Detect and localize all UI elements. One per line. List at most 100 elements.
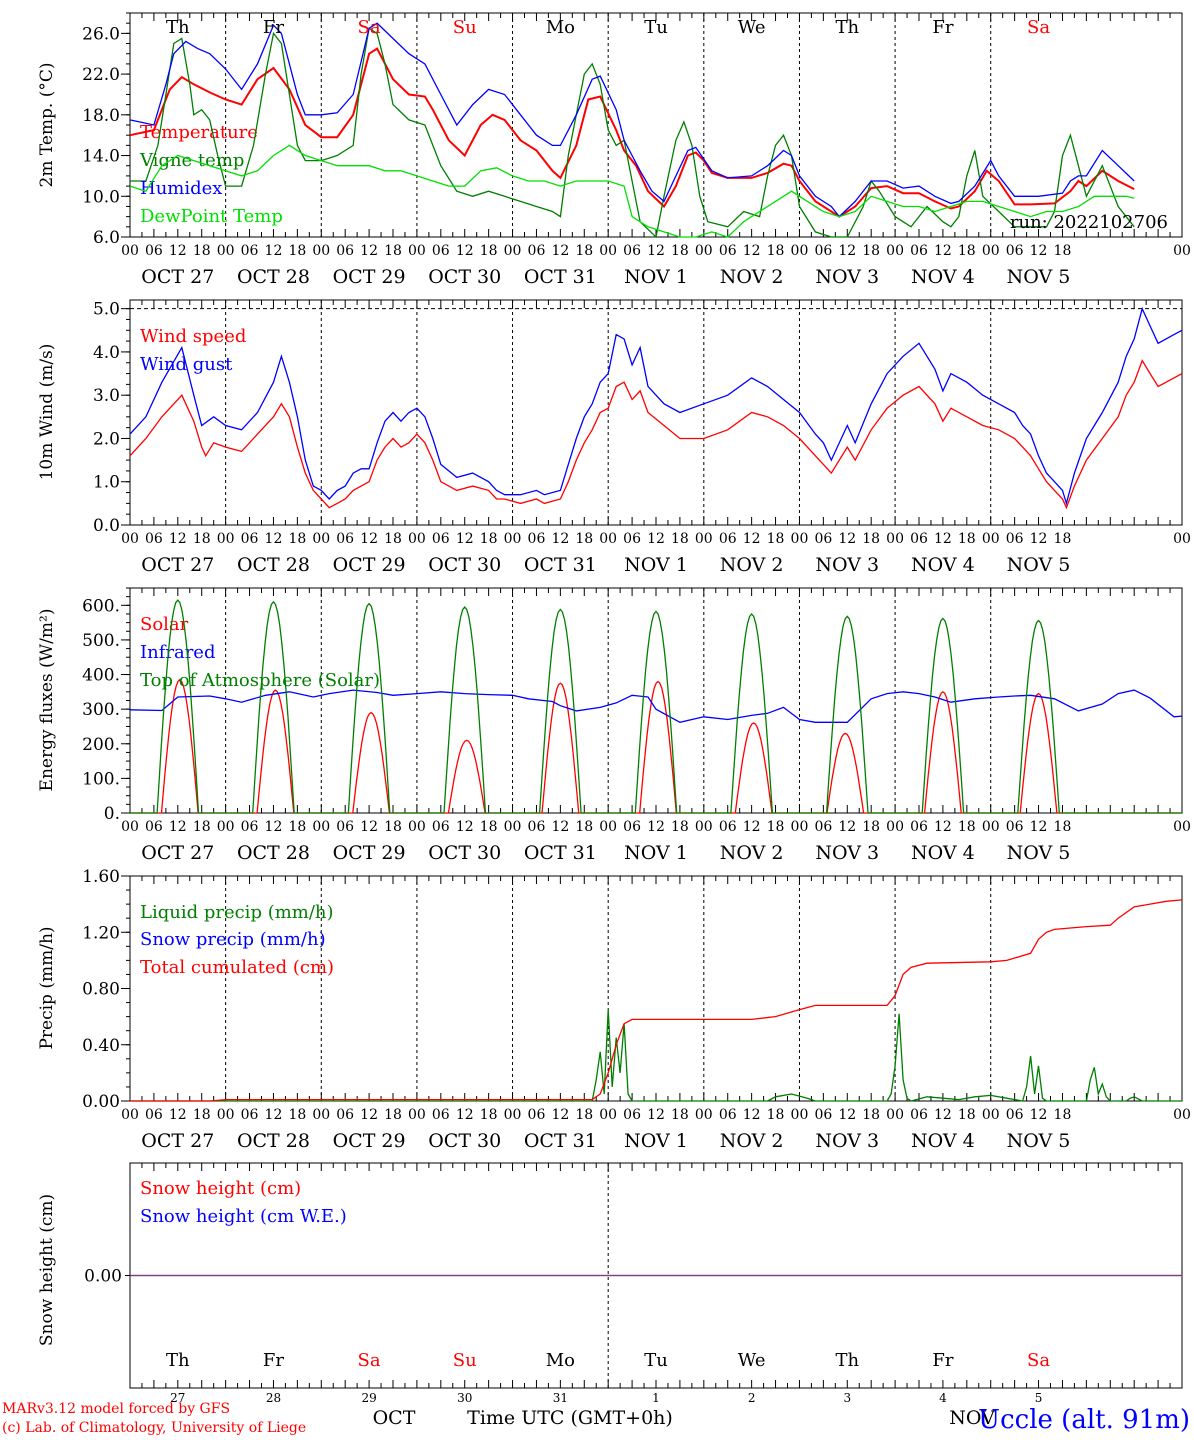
series-line-total-cumulated-cm- [130, 899, 1183, 1102]
weekday-label-bottom: Fr [263, 1350, 284, 1371]
hour-tick-label: 18 [384, 243, 402, 259]
date-label: OCT 30 [428, 842, 501, 864]
date-label: NOV 4 [911, 554, 975, 576]
hour-tick-label: 00 [121, 243, 139, 259]
hour-tick-label: 18 [862, 531, 880, 547]
y-tick-label: 6.0 [93, 228, 120, 248]
hour-tick-label: 12 [743, 819, 761, 835]
date-label: OCT 30 [428, 266, 501, 288]
date-label: NOV 3 [815, 842, 879, 864]
date-label: OCT 30 [428, 554, 501, 576]
hour-tick-label: 00 [408, 1107, 426, 1123]
weekday-label-bottom: Th [835, 1350, 859, 1371]
date-label: NOV 5 [1007, 266, 1071, 288]
hour-tick-label: 00 [217, 243, 235, 259]
series-line-top-of-atmosphere-solar- [130, 599, 1182, 814]
month-label: OCT [373, 1407, 416, 1429]
day-number-label: 4 [939, 1391, 947, 1405]
run-annotation: run: 2022102706 [1010, 212, 1168, 233]
hour-tick-label: 06 [528, 1107, 546, 1123]
y-axis-label: Precip (mm/h) [37, 926, 57, 1049]
hour-tick-label: 18 [384, 531, 402, 547]
date-label: OCT 29 [333, 842, 406, 864]
overlap-month-label: NOV [949, 1407, 995, 1429]
hour-tick-label: 18 [1054, 1107, 1072, 1123]
hour-tick-label: 00 [408, 243, 426, 259]
hour-tick-label: 00 [695, 819, 713, 835]
date-label: OCT 27 [141, 554, 214, 576]
hour-tick-label: 06 [145, 1107, 163, 1123]
y-tick-label: 10.0 [82, 187, 120, 207]
hour-tick-label: 06 [336, 243, 354, 259]
hour-tick-label: 12 [265, 1107, 283, 1123]
date-label: OCT 30 [428, 1130, 501, 1152]
hour-tick-label: 06 [145, 819, 163, 835]
hour-tick-label: 00 [121, 1107, 139, 1123]
date-label: OCT 28 [237, 1130, 310, 1152]
legend-entry: Humidex [140, 178, 222, 199]
hour-tick-label: 18 [193, 243, 211, 259]
hour-tick-label: 18 [767, 243, 785, 259]
hour-tick-label: 00 [791, 819, 809, 835]
station-name: Uccle (alt. 91m) [978, 1405, 1190, 1435]
y-tick-label: 0.00 [84, 1267, 122, 1287]
y-tick-label: 500. [82, 631, 120, 651]
day-number-label: 31 [553, 1391, 568, 1405]
hour-tick-label: 06 [623, 243, 641, 259]
hour-tick-label: 00 [504, 243, 522, 259]
hour-tick-label: 12 [360, 531, 378, 547]
day-number-label: 1 [652, 1391, 660, 1405]
weekday-label-bottom: Tu [644, 1350, 668, 1371]
hour-tick-label: 06 [336, 819, 354, 835]
hour-tick-label: 18 [480, 1107, 498, 1123]
hour-tick-label: 12 [838, 243, 856, 259]
hour-tick-label: 00 [408, 819, 426, 835]
hour-tick-label: 06 [910, 243, 928, 259]
y-tick-label: 400. [82, 666, 120, 686]
hour-tick-label: 00 [791, 243, 809, 259]
y-axis-label: 2m Temp. (°C) [37, 62, 57, 187]
series-line-humidex [129, 22, 1135, 218]
hour-tick-label: 06 [241, 531, 259, 547]
series-line-liquid-precip-mm-h- [130, 1009, 1182, 1102]
y-axis-label: 10m Wind (m/s) [37, 344, 57, 481]
weekday-label: Su [453, 17, 477, 38]
hour-tick-label: 12 [838, 819, 856, 835]
hour-tick-label: 12 [647, 243, 665, 259]
legend-entry: Infrared [140, 642, 215, 663]
hour-tick-label: 12 [551, 819, 569, 835]
hour-tick-label: 12 [265, 819, 283, 835]
weekday-label-bottom: Fr [932, 1350, 953, 1371]
date-label: NOV 3 [815, 266, 879, 288]
date-label: OCT 29 [333, 554, 406, 576]
hour-tick-label: 06 [910, 1107, 928, 1123]
legend-entry: Temperature [140, 122, 258, 143]
y-tick-label: 0.0 [93, 516, 120, 536]
y-tick-label: 3.0 [93, 386, 120, 406]
hour-tick-label: 00 [791, 1107, 809, 1123]
hour-tick-label: 18 [193, 531, 211, 547]
hour-tick-label: 06 [528, 819, 546, 835]
hour-tick-label: 06 [910, 531, 928, 547]
hour-tick-label: 12 [551, 1107, 569, 1123]
date-label: NOV 5 [1007, 842, 1071, 864]
y-tick-label: 0.40 [82, 1036, 120, 1056]
hour-tick-label: 18 [480, 531, 498, 547]
hour-tick-label: 18 [671, 243, 689, 259]
y-axis-label: Snow height (cm) [37, 1194, 57, 1346]
hour-tick-label: 12 [647, 819, 665, 835]
y-tick-label: 300. [82, 700, 120, 720]
date-label: OCT 29 [333, 266, 406, 288]
hour-tick-label: 12 [456, 1107, 474, 1123]
hour-tick-label: 12 [838, 1107, 856, 1123]
y-tick-label: 200. [82, 735, 120, 755]
date-label: NOV 5 [1007, 1130, 1071, 1152]
series-line-solar [130, 678, 1182, 814]
hour-tick-label: 00 [121, 531, 139, 547]
hour-tick-label: 12 [265, 531, 283, 547]
hour-tick-label: 18 [575, 1107, 593, 1123]
hour-tick-label: 12 [934, 243, 952, 259]
series-line-infrared [129, 689, 1183, 723]
day-number-label: 30 [457, 1391, 472, 1405]
date-label: NOV 3 [815, 554, 879, 576]
